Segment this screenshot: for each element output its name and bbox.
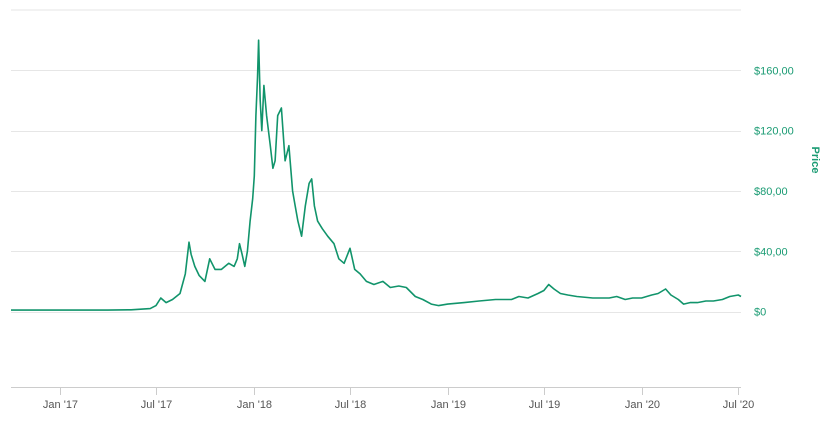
- price-series-line: [11, 39, 742, 311]
- x-tick-label: Jul '18: [335, 399, 366, 411]
- gridlines: [11, 9, 741, 313]
- y-tick-label: $0: [754, 307, 766, 319]
- series-layer: [11, 39, 742, 311]
- x-tick-label: Jul '20: [723, 399, 754, 411]
- x-tick-label: Jan '20: [625, 399, 660, 411]
- y-axis-label: Price: [809, 147, 821, 174]
- x-tick-label: Jan '17: [43, 399, 78, 411]
- y-tick-label: $120,00: [754, 126, 794, 138]
- x-tick-labels: Jan '17 Jul '17 Jan '18 Jul '18 Jan '19 Jul '…: [43, 387, 754, 411]
- y-tick-label: $80,00: [754, 186, 788, 198]
- y-tick-label: $160,00: [754, 65, 794, 77]
- x-tick-label: Jul '17: [141, 399, 172, 411]
- y-tick-label: $40,00: [754, 246, 788, 258]
- x-tick-label: Jan '18: [237, 399, 272, 411]
- y-axis: $0 $40,00 $80,00 $120,00 $160,00: [754, 65, 794, 318]
- x-tick-label: Jul '19: [529, 399, 560, 411]
- x-tick-label: Jan '19: [431, 399, 466, 411]
